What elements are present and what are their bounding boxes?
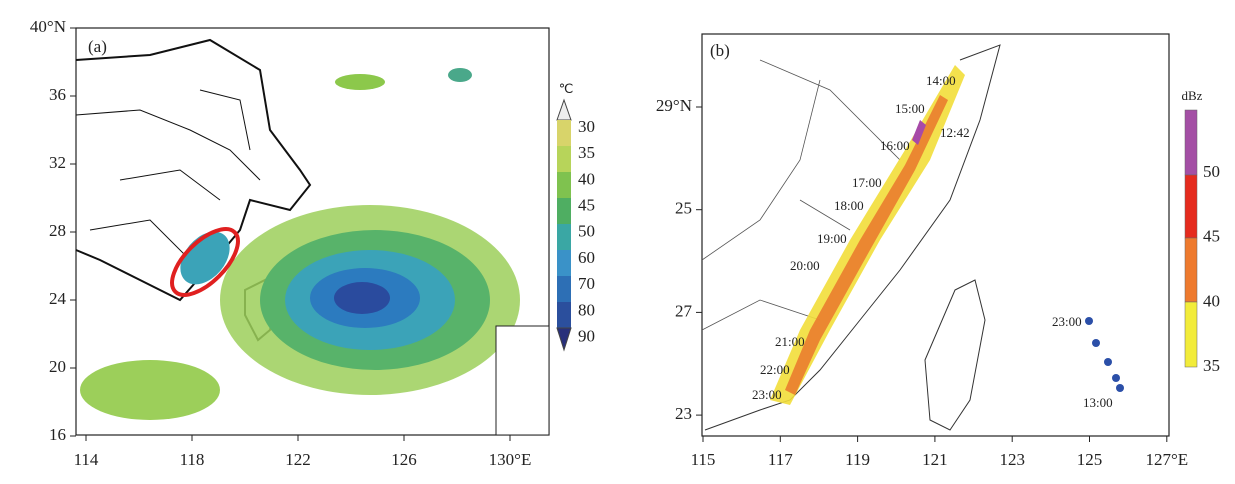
colorbar-unit: dBz bbox=[1182, 88, 1203, 103]
colorbar-unit: ℃ bbox=[559, 81, 574, 96]
colorbar-label: 45 bbox=[1203, 227, 1220, 246]
x-tick-label: 115 bbox=[691, 450, 716, 469]
colorbar-a bbox=[556, 98, 572, 352]
y-tick-label: 40°N bbox=[30, 17, 66, 36]
time-label: 21:00 bbox=[775, 334, 805, 349]
time-label: 14:00 bbox=[926, 73, 956, 88]
time-label: 15:00 bbox=[895, 101, 925, 116]
colorbar-label: 90 bbox=[578, 327, 595, 346]
x-tick-label: 123 bbox=[999, 450, 1025, 469]
colorbar-label: 35 bbox=[578, 143, 595, 162]
time-label: 22:00 bbox=[760, 362, 790, 377]
colorbar-label: 30 bbox=[578, 117, 595, 136]
colorbar-label: 50 bbox=[578, 222, 595, 241]
panel-label: (b) bbox=[710, 41, 730, 60]
colorbar-label: 60 bbox=[578, 248, 595, 267]
y-tick-label: 36 bbox=[49, 85, 66, 104]
panel-label: (a) bbox=[88, 37, 107, 56]
track-label: 13:00 bbox=[1083, 395, 1113, 410]
x-tick-label: 119 bbox=[845, 450, 870, 469]
y-tick-label: 20 bbox=[49, 357, 66, 376]
colorbar-label: 40 bbox=[1203, 291, 1220, 310]
y-tick-label: 24 bbox=[49, 289, 67, 308]
x-tick-label: 130°E bbox=[489, 450, 532, 469]
colorbar-label: 50 bbox=[1203, 162, 1220, 181]
time-label: 16:00 bbox=[880, 138, 910, 153]
colorbar-label: 35 bbox=[1203, 356, 1220, 375]
panel-a-map bbox=[75, 27, 550, 436]
x-tick-label: 118 bbox=[180, 450, 205, 469]
colorbar-label: 40 bbox=[578, 169, 595, 188]
time-label: 19:00 bbox=[817, 231, 847, 246]
y-tick-label: 27 bbox=[675, 301, 693, 320]
y-tick-label: 16 bbox=[49, 425, 66, 444]
y-tick-label: 23 bbox=[675, 404, 692, 423]
colorbar-b bbox=[1184, 109, 1198, 368]
colorbar-label: 45 bbox=[578, 196, 595, 215]
x-tick-label: 126 bbox=[391, 450, 417, 469]
time-label: 23:00 bbox=[752, 387, 782, 402]
x-tick-label: 117 bbox=[768, 450, 793, 469]
colorbar-label: 80 bbox=[578, 300, 595, 319]
x-tick-label: 127°E bbox=[1145, 450, 1188, 469]
time-label: 12:42 bbox=[940, 125, 970, 140]
y-tick-label: 29°N bbox=[656, 96, 692, 115]
x-tick-label: 125 bbox=[1077, 450, 1103, 469]
y-tick-label: 28 bbox=[49, 221, 66, 240]
y-tick-label: 25 bbox=[675, 199, 692, 218]
y-tick-label: 32 bbox=[49, 153, 66, 172]
x-tick-label: 121 bbox=[922, 450, 948, 469]
panel-b-map bbox=[701, 33, 1170, 437]
colorbar-label: 70 bbox=[578, 274, 595, 293]
x-tick-label: 114 bbox=[74, 450, 99, 469]
time-label: 20:00 bbox=[790, 258, 820, 273]
track-dots bbox=[1085, 317, 1124, 392]
time-label: 17:00 bbox=[852, 175, 882, 190]
track-label: 23:00 bbox=[1052, 314, 1082, 329]
x-tick-label: 122 bbox=[285, 450, 311, 469]
time-label: 18:00 bbox=[834, 198, 864, 213]
